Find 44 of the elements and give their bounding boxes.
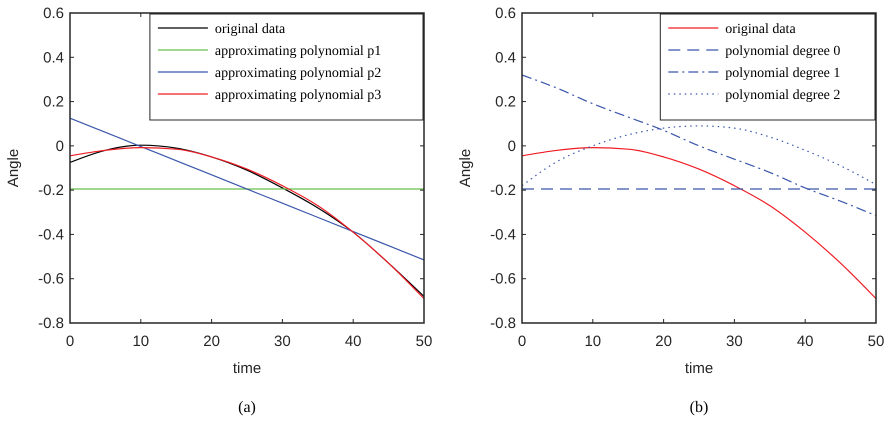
y-tick-label: -0.8 bbox=[490, 315, 516, 332]
x-tick-label: 0 bbox=[518, 333, 526, 350]
y-tick-label: 0.4 bbox=[43, 49, 64, 66]
x-tick-label: 20 bbox=[655, 333, 672, 350]
y-tick-label: -0.2 bbox=[490, 182, 516, 200]
legend-label: approximating polynomial p2 bbox=[214, 66, 382, 81]
x-tick-label: 40 bbox=[796, 333, 814, 350]
y-tick-label: 0.6 bbox=[495, 5, 516, 22]
y-tick-label: 0 bbox=[56, 138, 64, 155]
x-tick-label: 50 bbox=[416, 333, 432, 350]
text: (a) bbox=[238, 399, 256, 416]
x-tick-label: 20 bbox=[203, 333, 220, 350]
text: (b) bbox=[690, 399, 708, 416]
x-axis-title: time bbox=[684, 360, 714, 377]
x-tick-label: 50 bbox=[868, 333, 884, 350]
legend-label: approximating polynomial p1 bbox=[214, 44, 382, 59]
y-tick-label: -0.4 bbox=[38, 226, 64, 244]
y-axis-title: Angle bbox=[5, 148, 22, 188]
x-tick-label: 0 bbox=[66, 333, 74, 350]
x-tick-label: 10 bbox=[584, 333, 602, 350]
legend-label: polynomial degree 1 bbox=[725, 66, 840, 81]
legend-label: original data bbox=[725, 22, 796, 37]
legend-label: approximating polynomial p3 bbox=[214, 88, 382, 103]
legend-label: polynomial degree 0 bbox=[725, 44, 840, 59]
line-series bbox=[69, 118, 425, 260]
x-tick-label: 30 bbox=[274, 333, 291, 350]
y-tick-label: 0.6 bbox=[43, 5, 64, 22]
y-tick-label: 0.4 bbox=[495, 49, 516, 66]
y-tick-label: 0 bbox=[508, 138, 516, 155]
legend-label: polynomial degree 2 bbox=[725, 88, 840, 103]
line-series bbox=[521, 147, 877, 300]
y-tick-label: 0.2 bbox=[495, 94, 516, 111]
x-axis-title: time bbox=[232, 360, 262, 377]
y-tick-label: -0.6 bbox=[490, 270, 516, 288]
legend-label: original data bbox=[214, 22, 286, 37]
y-tick-label: -0.8 bbox=[38, 315, 64, 332]
y-tick-label: -0.4 bbox=[490, 226, 516, 244]
y-axis-title: Angle bbox=[457, 148, 474, 188]
y-tick-label: -0.6 bbox=[38, 270, 64, 288]
x-tick-label: 40 bbox=[344, 333, 362, 350]
x-tick-label: 30 bbox=[726, 333, 743, 350]
y-tick-label: -0.2 bbox=[38, 182, 64, 200]
x-tick-label: 10 bbox=[132, 333, 150, 350]
y-tick-label: 0.2 bbox=[43, 94, 64, 111]
